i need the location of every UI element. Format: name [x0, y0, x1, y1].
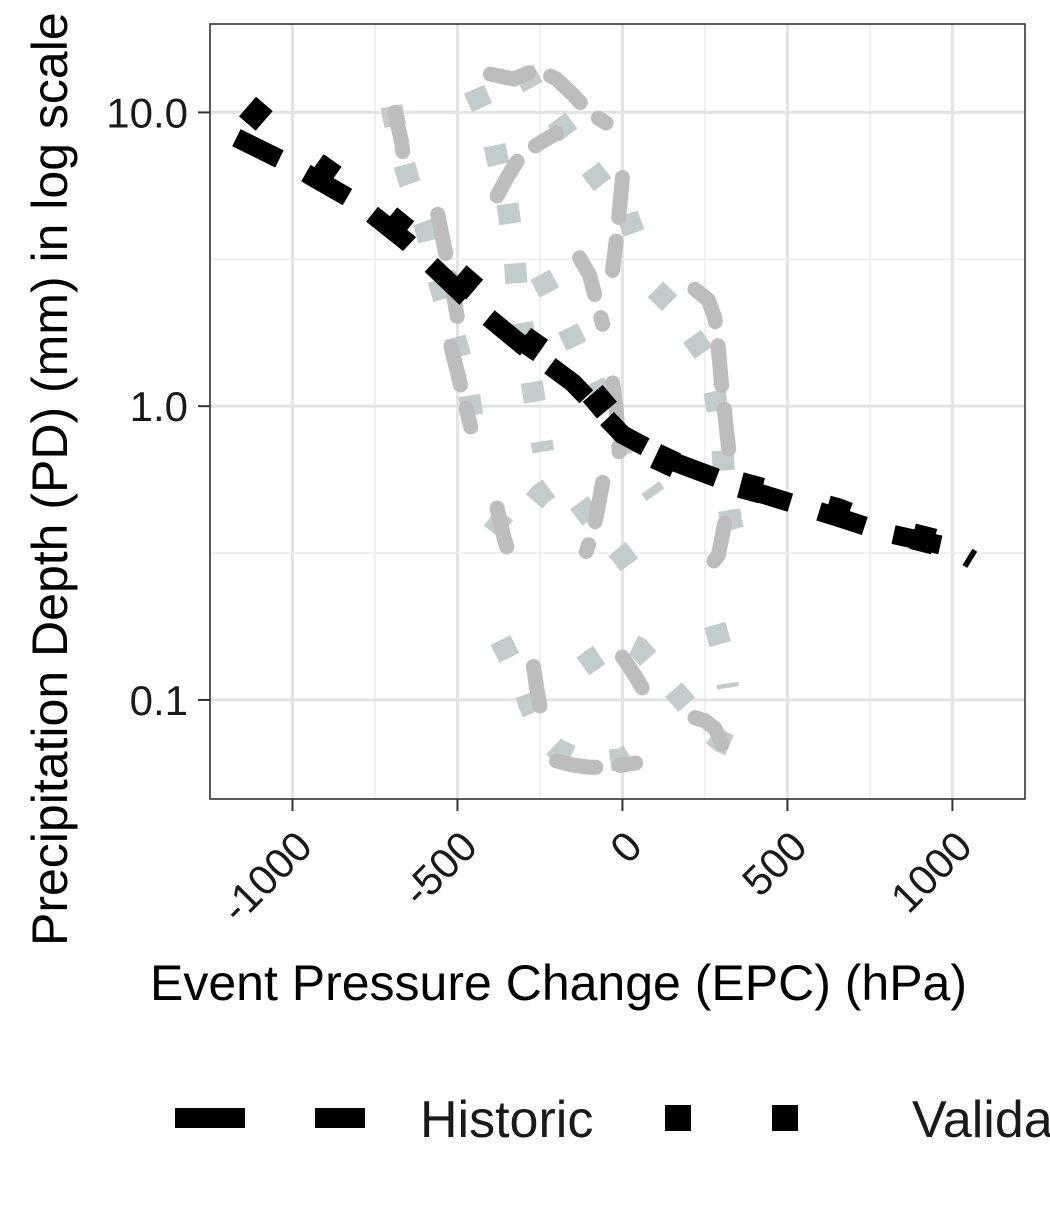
x-axis-ticks: -1000 -500 0 500 1000 — [212, 799, 981, 931]
simulated-line-6 — [647, 281, 749, 551]
x-tick-label: -500 — [393, 822, 486, 915]
plot-border — [209, 23, 1026, 800]
y-axis-title: Precipitation Depth (PD) (mm) in log sca… — [22, 12, 78, 946]
x-tick-label: 1000 — [881, 822, 980, 921]
simulated-line-24 — [549, 753, 644, 775]
simulated-line-26 — [687, 710, 733, 761]
simulated-line-10 — [704, 621, 739, 690]
y-tick-label: 0.1 — [130, 677, 188, 724]
simulated-line-18 — [687, 281, 739, 479]
y-axis-ticks: 0.1 1.0 10.0 — [106, 89, 210, 724]
legend-label-historic: Historic — [420, 1091, 593, 1149]
legend-key-validation-2 — [772, 1105, 798, 1131]
simulated-line-15 — [489, 125, 564, 204]
simulated-line-17 — [605, 170, 630, 278]
legend-key-validation-1 — [665, 1105, 691, 1131]
x-tick-label: 500 — [733, 822, 816, 905]
legend-label-validation: Validation — [912, 1091, 1050, 1149]
simulated-line-22 — [694, 515, 733, 577]
simulated-line-14 — [483, 61, 614, 131]
simulated-line-16 — [572, 250, 611, 332]
simulated-line-20 — [489, 500, 519, 577]
simulated-line-25 — [614, 649, 650, 696]
y-tick-label: 10.0 — [106, 89, 188, 136]
legend: Historic Validation — [175, 1091, 1050, 1149]
simulated-line-13 — [443, 338, 479, 435]
y-tick-label: 1.0 — [130, 383, 188, 430]
x-axis-title: Event Pressure Change (EPC) (hPa) — [150, 955, 967, 1011]
x-tick-label: -1000 — [212, 822, 321, 931]
simulated-line-23 — [525, 659, 550, 736]
x-tick-label: 0 — [601, 822, 651, 872]
simulated-line-3 — [463, 84, 555, 454]
simulated-line-21 — [578, 475, 611, 559]
simulated-line-11 — [387, 104, 413, 175]
